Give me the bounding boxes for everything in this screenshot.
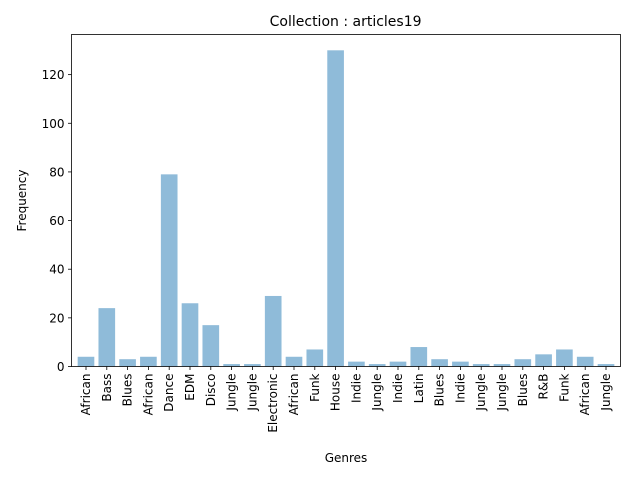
x-tick-label: Disco [204,374,218,407]
bar [556,349,573,367]
bar [77,356,95,367]
bar [327,50,344,367]
x-tick-label: EDM [183,374,197,401]
x-axis-ticks: African Bass Blues African Dance EDM Disco Jung… [79,366,613,433]
bar [98,308,116,367]
y-tick-label: 80 [49,165,64,179]
bar [202,325,220,367]
plot-frame [71,34,621,367]
bar [160,174,178,367]
x-tick-label: Indie [453,374,467,403]
chart-title: Collection : articles19 [270,14,422,30]
x-tick-label: African [141,374,155,416]
x-tick-label: Jungle [225,374,239,412]
x-tick-label: Electronic [266,374,280,433]
x-tick-label: Indie [391,374,405,403]
x-tick-label: Funk [557,373,571,401]
bar [452,361,469,367]
bar [493,364,511,367]
x-tick-label: Latin [412,374,426,404]
bar [368,364,386,367]
bar [431,359,448,367]
bar [140,356,157,367]
bar [285,356,303,367]
x-tick-label: House [329,374,343,412]
bar [597,364,615,367]
x-tick-label: R&B [537,374,551,400]
y-axis-label: Frequency [15,170,29,232]
y-tick-label: 20 [49,311,64,325]
y-tick-label: 60 [49,214,64,228]
bar [306,349,324,367]
bar [576,356,594,367]
x-tick-label: Jungle [599,374,613,412]
x-tick-label: African [79,374,93,416]
bar [514,359,532,367]
x-tick-label: Blues [433,374,447,407]
x-tick-label: Jungle [474,374,488,412]
y-tick-label: 40 [49,263,64,277]
x-tick-label: Funk [308,373,322,401]
y-tick-label: 0 [57,360,65,374]
bar [264,295,282,367]
bar [244,364,261,367]
bar [181,303,199,367]
bar [410,347,428,367]
x-tick-label: African [578,374,592,416]
x-tick-label: Dance [162,374,176,412]
x-tick-label: African [287,374,301,416]
bar [119,359,136,367]
bar [472,364,490,367]
bars [77,50,615,367]
x-tick-label: Jungle [495,374,509,412]
y-axis-ticks: 0 20 40 60 80 100 120 [42,68,72,374]
x-tick-label: Bass [100,374,114,402]
x-tick-label: Jungle [370,374,384,412]
y-tick-label: 120 [42,68,65,82]
bar [389,361,407,367]
bar [535,354,552,367]
x-tick-label: Jungle [245,374,259,412]
x-tick-label: Blues [516,374,530,407]
y-tick-label: 100 [42,117,65,131]
x-tick-label: Indie [349,374,363,403]
x-axis-label: Genres [325,451,368,465]
bar [223,364,240,367]
bar [348,361,365,367]
x-tick-label: Blues [121,374,135,407]
